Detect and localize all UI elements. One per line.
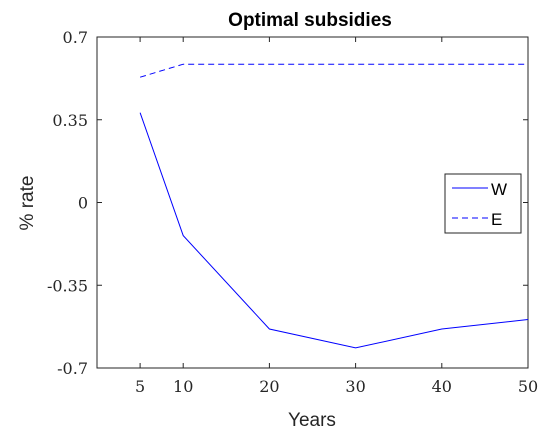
- legend-label-w: W: [491, 180, 507, 199]
- y-tick-label: -0.35: [47, 276, 88, 295]
- x-tick-label: 20: [259, 377, 279, 396]
- y-tick-label: 0.35: [52, 111, 88, 130]
- y-axis-label: % rate: [17, 176, 38, 231]
- x-tick-label: 40: [432, 377, 452, 396]
- legend: W E: [444, 173, 522, 234]
- x-axis-label: Years: [288, 410, 336, 431]
- ticks-layer: 5 10 20 30 40 50 0.7 0.35 0 -0.35 -0.7: [47, 28, 538, 396]
- legend-label-e: E: [491, 210, 502, 229]
- y-tick-label: 0.7: [63, 28, 88, 47]
- chart-title: Optimal subsidies: [228, 10, 392, 31]
- x-tick-label: 10: [173, 377, 193, 396]
- y-tick-label: -0.7: [57, 359, 88, 378]
- series-line-e: [139, 63, 528, 78]
- series-line-w: [139, 112, 529, 349]
- x-tick-label: 30: [345, 377, 365, 396]
- series-layer: [139, 63, 529, 349]
- y-tick-label: 0: [78, 194, 88, 213]
- legend-box: [444, 173, 522, 234]
- x-tick-label: 5: [135, 377, 145, 396]
- x-tick-label: 50: [518, 377, 538, 396]
